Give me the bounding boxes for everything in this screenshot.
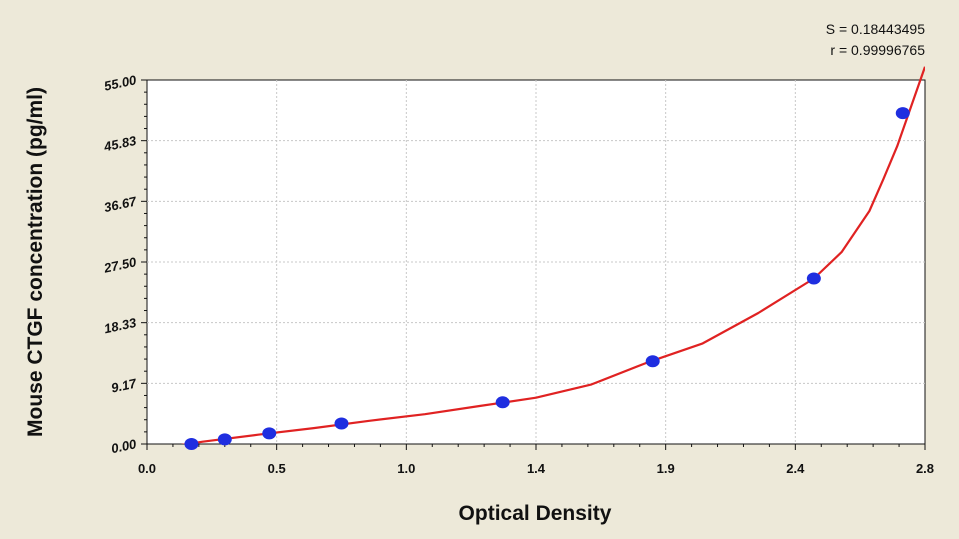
y-tick-label: 45.83	[102, 133, 139, 155]
x-tick-label: 2.4	[786, 461, 805, 476]
minor-ticks	[144, 91, 900, 447]
x-tick-label: 1.9	[657, 461, 675, 476]
x-axis-ticks: 0.0 0.5 1.0 1.4 1.9 2.4 2.8	[138, 444, 934, 476]
x-tick-label: 0.5	[268, 461, 286, 476]
x-axis-title: Optical Density	[459, 502, 612, 525]
y-axis-title: Mouse CTGF concentration (pg/ml)	[24, 87, 47, 437]
grid-lines	[147, 80, 925, 444]
data-point	[334, 417, 349, 430]
y-tick-label: 36.67	[103, 193, 139, 215]
s-value-annotation: S = 0.18443495	[826, 21, 925, 37]
data-point	[895, 107, 910, 120]
data-point	[262, 427, 277, 440]
x-tick-label: 1.4	[527, 461, 546, 476]
data-point	[806, 272, 821, 285]
y-tick-label: 9.17	[110, 375, 139, 395]
r-value-annotation: r = 0.99996765	[830, 42, 925, 58]
x-tick-label: 1.0	[397, 461, 415, 476]
x-tick-label: 0.0	[138, 461, 156, 476]
x-tick-label: 2.8	[916, 461, 934, 476]
data-point	[217, 433, 232, 446]
data-point	[645, 355, 660, 368]
data-points-layer	[184, 107, 910, 450]
y-tick-label: 18.33	[103, 315, 139, 337]
y-tick-label: 27.50	[102, 254, 139, 276]
y-axis-ticks: 0.00 9.17 18.33 27.50 36.67 45.83 55.00	[102, 72, 147, 456]
y-tick-label: 55.00	[103, 72, 139, 94]
data-point	[495, 396, 510, 409]
y-tick-label: 0.00	[110, 436, 139, 456]
data-point	[184, 438, 199, 450]
